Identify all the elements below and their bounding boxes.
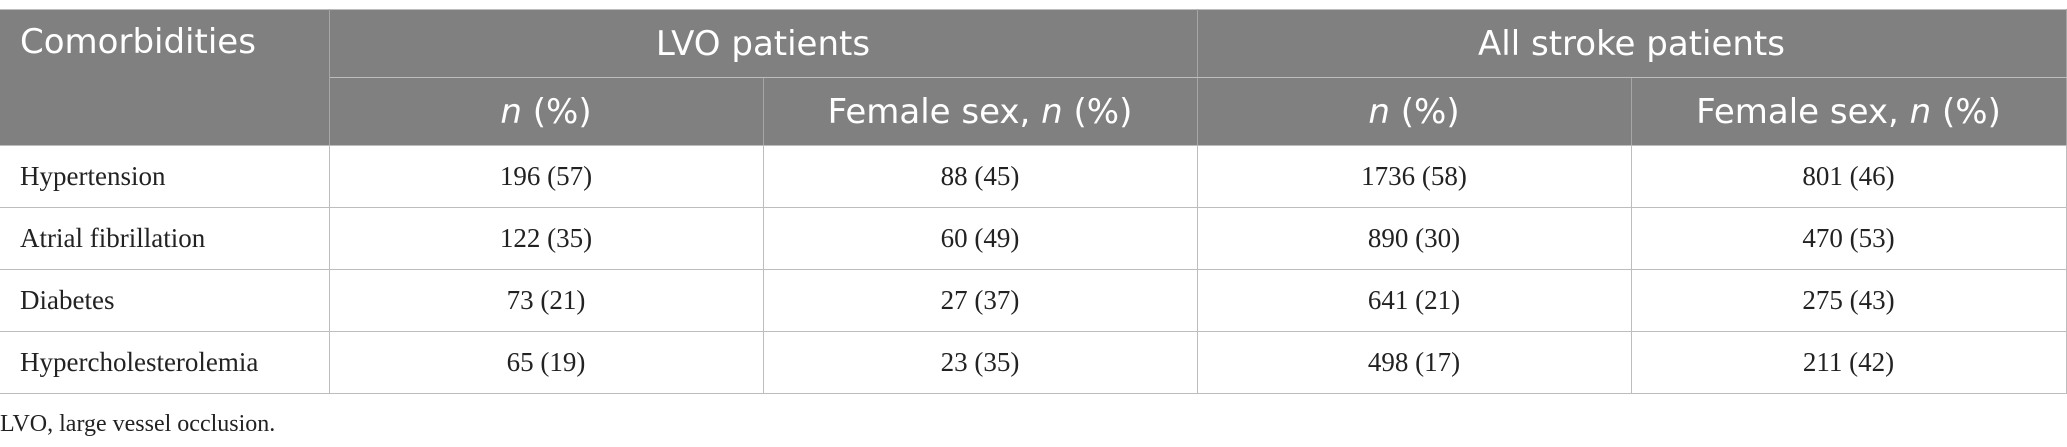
table-cell: 498 (17)	[1196, 331, 1632, 394]
table-cell: 470 (53)	[1630, 207, 2067, 270]
comorbidities-table: Comorbidities LVO patients All stroke pa…	[0, 9, 2067, 394]
table-cell: 122 (35)	[328, 207, 764, 270]
table-row: Diabetes 73 (21) 27 (37) 641 (21) 275 (4…	[0, 269, 2067, 332]
table-row: Hypertension 196 (57) 88 (45) 1736 (58) …	[0, 145, 2067, 208]
row-label: Diabetes	[0, 269, 330, 332]
table-cell: 88 (45)	[762, 145, 1198, 208]
header-all-n-percent: n (%)	[1196, 77, 1632, 146]
header-lvo-n-percent: n (%)	[328, 77, 764, 146]
header-lvo-female-sex: Female sex, n (%)	[762, 77, 1198, 146]
table-cell: 65 (19)	[328, 331, 764, 394]
header-group-all-stroke: All stroke patients	[1196, 9, 2067, 78]
header-comorbidities: Comorbidities	[0, 9, 330, 146]
table-cell: 890 (30)	[1196, 207, 1632, 270]
row-label: Hypertension	[0, 145, 330, 208]
table-cell: 275 (43)	[1630, 269, 2067, 332]
table-row: Hypercholesterolemia 65 (19) 23 (35) 498…	[0, 331, 2067, 394]
table-cell: 23 (35)	[762, 331, 1198, 394]
table-row: Atrial fibrillation 122 (35) 60 (49) 890…	[0, 207, 2067, 270]
table-cell: 60 (49)	[762, 207, 1198, 270]
table-cell: 27 (37)	[762, 269, 1198, 332]
table-footnote: LVO, large vessel occlusion.	[0, 411, 276, 437]
header-all-female-sex: Female sex, n (%)	[1630, 77, 2067, 146]
header-group-lvo: LVO patients	[328, 9, 1198, 78]
table-cell: 196 (57)	[328, 145, 764, 208]
row-label: Atrial fibrillation	[0, 207, 330, 270]
table-cell: 211 (42)	[1630, 331, 2067, 394]
table-cell: 801 (46)	[1630, 145, 2067, 208]
table-cell: 641 (21)	[1196, 269, 1632, 332]
table-cell: 73 (21)	[328, 269, 764, 332]
row-label: Hypercholesterolemia	[0, 331, 330, 394]
table-cell: 1736 (58)	[1196, 145, 1632, 208]
